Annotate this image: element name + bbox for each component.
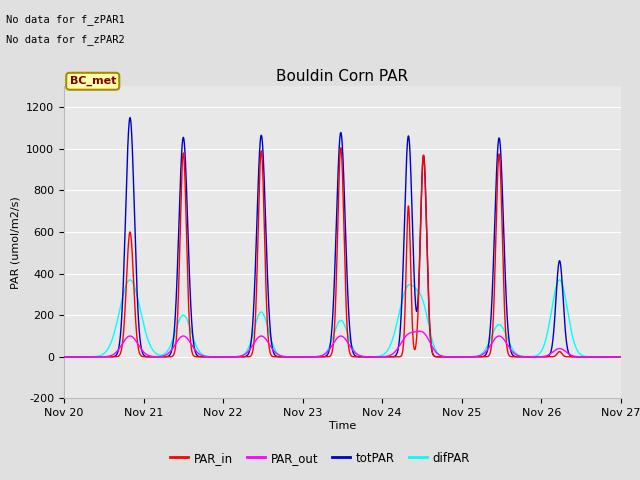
Text: No data for f_zPAR1: No data for f_zPAR1 [6,14,125,25]
Legend: PAR_in, PAR_out, totPAR, difPAR: PAR_in, PAR_out, totPAR, difPAR [165,447,475,469]
X-axis label: Time: Time [329,421,356,431]
Text: BC_met: BC_met [70,76,116,86]
Y-axis label: PAR (umol/m2/s): PAR (umol/m2/s) [11,196,20,289]
Title: Bouldin Corn PAR: Bouldin Corn PAR [276,69,408,84]
Text: No data for f_zPAR2: No data for f_zPAR2 [6,34,125,45]
